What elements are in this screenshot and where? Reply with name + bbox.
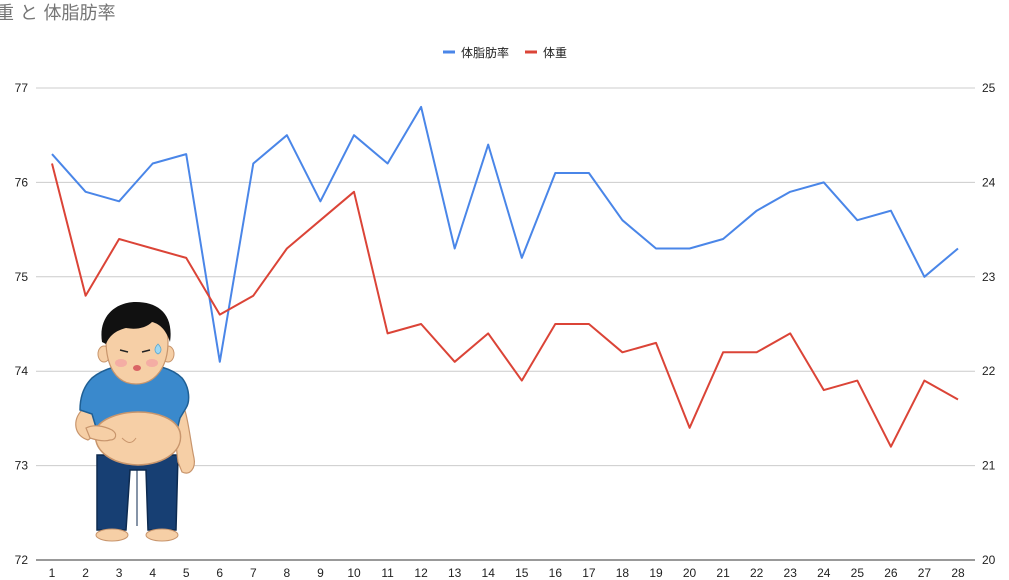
man-legs <box>96 454 179 531</box>
legend-item-body-fat[interactable]: 体脂肪率 <box>443 45 509 60</box>
x-tick-label: 21 <box>716 566 730 580</box>
series-lines <box>51 105 959 448</box>
left-tick-label: 76 <box>15 175 29 189</box>
left-tick-label: 77 <box>15 81 29 95</box>
left-tick-label: 75 <box>15 270 29 284</box>
man-belly <box>85 411 182 466</box>
x-tick-label: 3 <box>116 566 123 580</box>
legend-label-body-fat: 体脂肪率 <box>461 45 509 60</box>
man-feet <box>95 528 179 542</box>
x-tick-label: 5 <box>183 566 190 580</box>
x-tick-label: 6 <box>216 566 223 580</box>
x-tick-label: 13 <box>448 566 462 580</box>
right-tick-label: 25 <box>982 81 996 95</box>
x-tick-label: 10 <box>347 566 361 580</box>
x-tick-label: 20 <box>683 566 697 580</box>
man-head <box>97 302 175 385</box>
series-line-body-fat[interactable] <box>51 105 959 363</box>
series-line-weight[interactable] <box>51 163 959 448</box>
x-tick-label: 8 <box>284 566 291 580</box>
x-tick-label: 2 <box>82 566 89 580</box>
x-tick-label: 11 <box>381 566 394 580</box>
x-tick-label: 7 <box>250 566 257 580</box>
x-tick-label: 15 <box>515 566 529 580</box>
left-tick-label: 73 <box>15 459 29 473</box>
legend-item-weight[interactable]: 体重 <box>525 46 567 60</box>
legend: 体脂肪率 体重 <box>443 45 567 60</box>
right-axis-ticks: 20 21 22 23 24 25 <box>982 81 996 567</box>
x-tick-label: 19 <box>649 566 663 580</box>
right-tick-label: 21 <box>982 459 996 473</box>
x-tick-label: 23 <box>784 566 798 580</box>
x-tick-label: 4 <box>149 566 156 580</box>
x-tick-label: 26 <box>884 566 898 580</box>
x-axis-ticks: 1 2 3 4 5 6 7 8 9 10 11 12 13 14 15 16 17 18 19 20 21 22 23 24 2… <box>49 566 965 580</box>
left-axis-ticks: 72 73 74 75 76 77 <box>15 81 29 567</box>
right-tick-label: 22 <box>982 364 996 378</box>
x-tick-label: 27 <box>918 566 932 580</box>
x-tick-label: 9 <box>317 566 324 580</box>
right-tick-label: 20 <box>982 553 996 567</box>
left-tick-label: 74 <box>15 364 29 378</box>
x-tick-label: 18 <box>616 566 630 580</box>
x-tick-label: 14 <box>482 566 496 580</box>
overweight-man-illustration <box>75 302 195 542</box>
right-tick-label: 23 <box>982 270 996 284</box>
x-tick-label: 1 <box>49 566 56 580</box>
x-tick-label: 17 <box>582 566 596 580</box>
x-tick-label: 16 <box>549 566 563 580</box>
x-tick-label: 24 <box>817 566 831 580</box>
x-tick-label: 22 <box>750 566 764 580</box>
left-tick-label: 72 <box>15 553 29 567</box>
chart-title: 重 と 体脂肪率 <box>0 3 115 24</box>
right-tick-label: 24 <box>982 175 996 189</box>
x-tick-label: 12 <box>414 566 428 580</box>
x-tick-label: 25 <box>851 566 865 580</box>
legend-label-weight: 体重 <box>543 46 567 60</box>
x-tick-label: 28 <box>951 566 965 580</box>
